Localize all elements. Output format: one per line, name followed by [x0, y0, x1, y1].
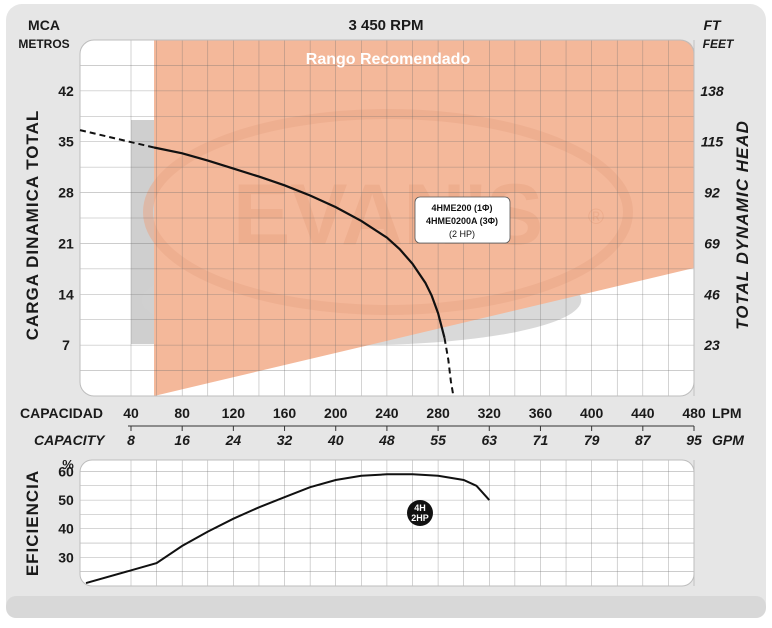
x-tick-lpm: 480: [682, 405, 706, 421]
x-tick-lpm: 240: [375, 405, 399, 421]
right-unit-ft: FT: [703, 17, 722, 33]
x-tick-lpm: 40: [123, 405, 139, 421]
x-tick-gpm: 71: [533, 432, 549, 448]
y-tick-labels: 7 23 14 46 21 69 28 92 35 115 42 138: [58, 83, 724, 353]
x-tick-lpm: 80: [174, 405, 190, 421]
x-tick-lpm: 200: [324, 405, 348, 421]
x-tick-gpm: 63: [481, 432, 497, 448]
curve-label-box: 4HME200 (1Φ) 4HME0200A (3Φ) (2 HP): [414, 196, 511, 244]
x-tick-gpm: 95: [686, 432, 702, 448]
efficiency-curve: [85, 473, 491, 585]
eff-line: [85, 473, 491, 585]
main-plot-border: [79, 39, 695, 397]
x-unit-gpm: GPM: [712, 432, 744, 448]
x-tick-lpm: 280: [426, 405, 450, 421]
y-tick-left: 7: [62, 337, 70, 353]
y-tick-right: 23: [703, 337, 720, 353]
y-tick-left: 14: [58, 286, 74, 302]
eff-plot-border: [79, 459, 695, 587]
footer-band: [6, 596, 766, 618]
curve-label-line-3: (2 HP): [449, 229, 475, 239]
x-unit-lpm: LPM: [712, 405, 742, 421]
x-tick-gpm: 87: [635, 432, 652, 448]
x-tick-gpm: 24: [225, 432, 242, 448]
left-unit-metros: METROS: [18, 37, 69, 51]
x-axis-label-capacity: CAPACITY: [34, 432, 106, 448]
x-tick-gpm: 8: [127, 432, 135, 448]
curve-label-line-1: 4HME200 (1Φ): [432, 203, 493, 213]
x-tick-lpm: 320: [478, 405, 502, 421]
watermark-ellipse: [143, 109, 633, 315]
x-axis-label-capacidad: CAPACIDAD: [20, 405, 103, 421]
curve-solid: [153, 146, 446, 339]
y-tick-right: 69: [704, 235, 720, 251]
y-tick-right: 138: [700, 83, 724, 99]
pump-curve: [79, 129, 455, 397]
x-tick-gpm: 79: [584, 432, 600, 448]
eff-y-tick: 30: [58, 549, 74, 565]
x-tick-labels: 40 8 80 16 120 24 160 32 200 40 240 48 280 55 320 63 360…: [123, 405, 706, 448]
eff-y-tick-labels: 30 40 50 60: [58, 463, 74, 565]
x-tick-lpm: 400: [580, 405, 604, 421]
y-tick-left: 21: [58, 235, 74, 251]
eff-y-unit: %: [62, 457, 74, 472]
x-tick-gpm: 40: [327, 432, 344, 448]
y-tick-left: 42: [58, 83, 74, 99]
curve-label-line-2: 4HME0200A (3Φ): [426, 216, 498, 226]
y-axis-label-right: TOTAL DYNAMIC HEAD: [733, 120, 752, 330]
curve-dashed-end: [443, 337, 455, 397]
x-tick-lpm: 160: [273, 405, 297, 421]
rpm-title: 3 450 RPM: [348, 17, 423, 34]
x-tick-lpm: 120: [222, 405, 246, 421]
curve-dashed-start: [79, 129, 155, 149]
main-grid: [80, 40, 695, 396]
eff-curve-marker: 4H 2HP: [407, 500, 433, 526]
left-unit-mca: MCA: [28, 17, 60, 33]
x-tick-lpm: 360: [529, 405, 553, 421]
watermark-registered: ®: [588, 204, 604, 229]
x-tick-lpm: 440: [631, 405, 655, 421]
zone-label: Rango Recomendado: [306, 51, 471, 68]
eff-marker-line-1: 4H: [414, 503, 426, 513]
eff-y-tick: 60: [58, 463, 74, 479]
eff-y-tick: 40: [58, 521, 74, 537]
x-tick-gpm: 32: [277, 432, 293, 448]
x-tick-gpm: 16: [174, 432, 190, 448]
eff-marker-line-2: 2HP: [411, 513, 429, 523]
y-tick-left: 35: [58, 134, 74, 150]
y-tick-right: 92: [704, 185, 720, 201]
y-tick-left: 28: [58, 185, 74, 201]
x-tick-gpm: 55: [430, 432, 446, 448]
shadow-left: [131, 120, 155, 344]
right-unit-feet: FEET: [703, 37, 735, 51]
eff-y-tick: 50: [58, 492, 74, 508]
y-tick-right: 46: [703, 286, 720, 302]
eff-y-axis-label: EFICIENCIA: [23, 470, 42, 576]
x-tick-gpm: 48: [378, 432, 395, 448]
y-axis-label-left: CARGA DINAMICA TOTAL: [23, 110, 42, 341]
y-tick-right: 115: [701, 134, 724, 150]
